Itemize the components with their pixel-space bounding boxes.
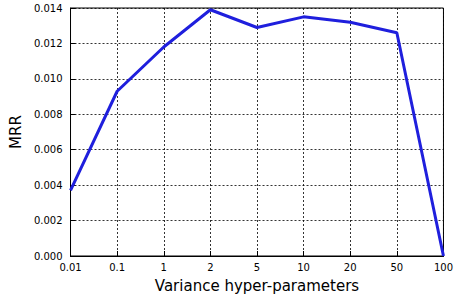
svg-text:20: 20: [344, 262, 357, 273]
svg-text:0.006: 0.006: [34, 144, 63, 155]
svg-text:0.1: 0.1: [109, 262, 125, 273]
svg-text:0.000: 0.000: [34, 251, 63, 262]
svg-text:2: 2: [207, 262, 213, 273]
svg-text:0.008: 0.008: [34, 109, 63, 120]
svg-text:1: 1: [161, 262, 167, 273]
svg-text:10: 10: [297, 262, 310, 273]
svg-text:0.002: 0.002: [34, 215, 63, 226]
svg-text:0.01: 0.01: [59, 262, 81, 273]
svg-text:0.014: 0.014: [34, 3, 63, 14]
svg-text:0.004: 0.004: [34, 180, 63, 191]
svg-text:Variance hyper-parameters: Variance hyper-parameters: [155, 277, 360, 295]
svg-text:50: 50: [390, 262, 403, 273]
svg-text:100: 100: [434, 262, 453, 273]
svg-text:5: 5: [254, 262, 260, 273]
svg-text:0.012: 0.012: [34, 38, 63, 49]
svg-text:0.010: 0.010: [34, 73, 63, 84]
svg-text:MRR: MRR: [7, 115, 25, 149]
